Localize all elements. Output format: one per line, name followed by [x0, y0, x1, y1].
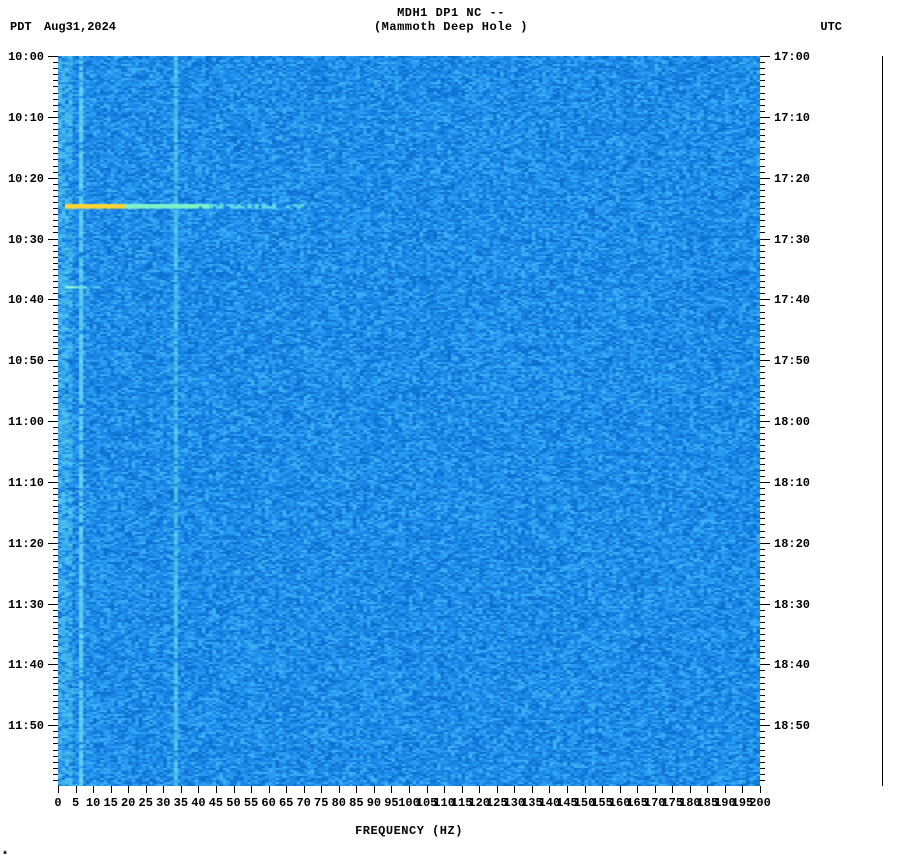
spectrogram-canvas	[58, 56, 760, 786]
x-tick-label: 5	[72, 796, 79, 810]
x-tick-label: 35	[174, 796, 188, 810]
y-left-tick-label: 10:20	[8, 172, 44, 186]
x-tick-label: 30	[156, 796, 170, 810]
y-right-tick-label: 18:30	[774, 598, 810, 612]
y-left-tick-label: 10:10	[8, 111, 44, 125]
y-left-tick-label: 11:40	[8, 658, 44, 672]
y-left-tick-label: 10:50	[8, 354, 44, 368]
timezone-right: UTC	[820, 20, 842, 34]
chart-title-line2: (Mammoth Deep Hole )	[0, 20, 902, 34]
x-tick-label: 60	[261, 796, 275, 810]
y-left-tick-label: 11:30	[8, 598, 44, 612]
x-tick-label: 50	[226, 796, 240, 810]
x-tick-label: 200	[749, 796, 771, 810]
y-right-tick-label: 18:40	[774, 658, 810, 672]
y-right-tick-label: 17:40	[774, 293, 810, 307]
x-tick-label: 65	[279, 796, 293, 810]
y-left-tick-label: 11:20	[8, 537, 44, 551]
x-tick-label: 15	[103, 796, 117, 810]
y-left-tick-label: 10:30	[8, 233, 44, 247]
x-tick-label: 80	[332, 796, 346, 810]
y-right-tick-label: 17:10	[774, 111, 810, 125]
y-right-tick-label: 17:50	[774, 354, 810, 368]
x-tick-label: 20	[121, 796, 135, 810]
y-right-tick-label: 18:00	[774, 415, 810, 429]
side-reference-line	[882, 56, 883, 786]
timezone-left: PDT	[10, 20, 32, 34]
header-date: Aug31,2024	[44, 20, 116, 34]
y-left-tick-label: 11:00	[8, 415, 44, 429]
x-axis-label: FREQUENCY (HZ)	[58, 824, 760, 838]
y-right-tick-label: 18:20	[774, 537, 810, 551]
y-left-tick-label: 10:00	[8, 50, 44, 64]
x-tick-label: 55	[244, 796, 258, 810]
y-right-tick-label: 17:20	[774, 172, 810, 186]
x-tick-label: 85	[349, 796, 363, 810]
y-right-tick-label: 17:30	[774, 233, 810, 247]
x-tick-label: 95	[384, 796, 398, 810]
y-left-tick-label: 11:50	[8, 719, 44, 733]
y-right-tick-label: 18:10	[774, 476, 810, 490]
y-left-tick-label: 11:10	[8, 476, 44, 490]
y-axis-left: 10:0010:1010:2010:3010:4010:5011:0011:10…	[0, 56, 58, 786]
x-tick-label: 75	[314, 796, 328, 810]
y-right-tick-label: 17:00	[774, 50, 810, 64]
x-tick-label: 0	[54, 796, 61, 810]
y-axis-right: 17:0017:1017:2017:3017:4017:5018:0018:10…	[760, 56, 840, 786]
x-tick-label: 10	[86, 796, 100, 810]
x-tick-label: 90	[367, 796, 381, 810]
chart-title-line1: MDH1 DP1 NC --	[0, 6, 902, 20]
x-tick-label: 25	[139, 796, 153, 810]
y-left-tick-label: 10:40	[8, 293, 44, 307]
spectrogram-plot	[58, 56, 760, 786]
x-tick-label: 45	[209, 796, 223, 810]
x-tick-label: 70	[296, 796, 310, 810]
x-tick-label: 40	[191, 796, 205, 810]
footer-mark: *	[2, 851, 8, 862]
y-right-tick-label: 18:50	[774, 719, 810, 733]
